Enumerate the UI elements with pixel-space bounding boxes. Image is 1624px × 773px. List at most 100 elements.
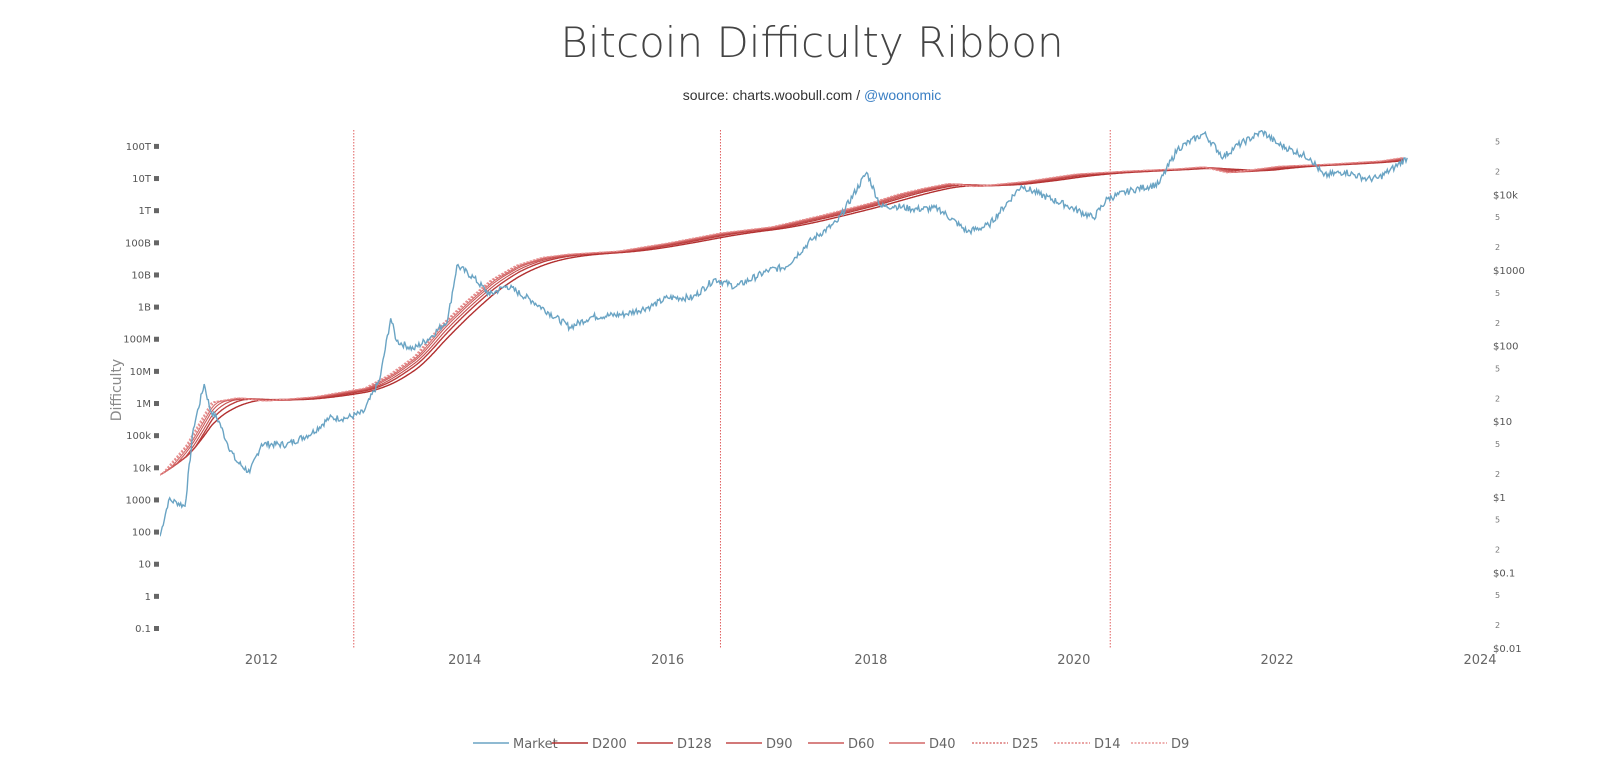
y-tick-label: 100k xyxy=(126,431,151,442)
y2-minor-tick-label: 5 xyxy=(1495,289,1500,298)
y2-minor-tick-label: 5 xyxy=(1495,516,1500,525)
halving-lines xyxy=(353,130,1111,648)
y2-minor-tick-label: 2 xyxy=(1495,621,1500,630)
y2-minor-tick-label: 5 xyxy=(1495,364,1500,373)
legend-label: D90 xyxy=(766,737,793,752)
y-tick-mark xyxy=(154,176,159,182)
y-tick-mark xyxy=(154,593,159,599)
twitter-handle-link[interactable]: @woonomic xyxy=(864,87,942,103)
y2-tick-label: $1000 xyxy=(1493,266,1525,277)
y2-minor-tick-label: 5 xyxy=(1495,138,1500,147)
ribbon-line-d200 xyxy=(160,159,1404,476)
legend-item-d128[interactable]: D128 xyxy=(637,737,712,752)
y-tick-label: 1000 xyxy=(126,495,151,506)
y2-tick-label: $100 xyxy=(1493,342,1518,353)
y-tick-mark xyxy=(154,336,159,342)
legend-item-d14[interactable]: D14 xyxy=(1054,737,1121,752)
y2-minor-tick-label: 2 xyxy=(1495,546,1500,555)
ribbon-lines xyxy=(160,156,1404,476)
y-tick-label: 100 xyxy=(132,528,151,539)
x-tick-label: 2018 xyxy=(854,653,887,668)
legend-item-d40[interactable]: D40 xyxy=(889,737,956,752)
y2-minor-tick-label: 2 xyxy=(1495,243,1500,252)
market-price-line xyxy=(160,130,1408,537)
legend-item-d25[interactable]: D25 xyxy=(972,737,1039,752)
market-line xyxy=(160,130,1408,537)
y-tick-mark xyxy=(154,433,159,439)
legend-label: D60 xyxy=(848,737,875,752)
legend-label: Market xyxy=(513,737,558,752)
ribbon-line-d14 xyxy=(160,156,1404,476)
y-tick-label: 10 xyxy=(138,560,151,571)
y2-minor-tick-label: 2 xyxy=(1495,470,1500,479)
legend-label: D200 xyxy=(592,737,627,752)
ribbon-line-d40 xyxy=(160,157,1404,476)
y-tick-mark xyxy=(154,143,159,149)
legend-label: D9 xyxy=(1171,737,1189,752)
y-tick-mark xyxy=(154,208,159,214)
y-tick-label: 0.1 xyxy=(135,624,151,635)
legend-label: D40 xyxy=(929,737,956,752)
x-tick-label: 2024 xyxy=(1463,653,1496,668)
y2-minor-tick-label: 5 xyxy=(1495,440,1500,449)
x-tick-label: 2014 xyxy=(448,653,481,668)
y-tick-mark xyxy=(154,272,159,278)
y-tick-label: 10B xyxy=(131,270,151,281)
y-tick-label: 10k xyxy=(132,463,151,474)
y-tick-mark xyxy=(154,304,159,310)
chart-subtitle: source: charts.woobull.com / @woonomic xyxy=(0,87,1624,103)
y-tick-mark xyxy=(154,626,159,631)
y-tick-label: 1T xyxy=(139,206,152,217)
y-tick-mark xyxy=(154,497,159,503)
y2-tick-label: $0.01 xyxy=(1493,644,1522,655)
x-tick-label: 2022 xyxy=(1261,653,1294,668)
y2-minor-tick-label: 5 xyxy=(1495,591,1500,600)
legend: Market D200 D128 D90 D60 D40 D25 D14 D9 xyxy=(473,737,1189,752)
legend-item-d90[interactable]: D90 xyxy=(726,737,793,752)
y-axis-label: Difficulty xyxy=(109,359,125,421)
x-tick-label: 2020 xyxy=(1057,653,1090,668)
ribbon-line-d60 xyxy=(160,157,1404,476)
legend-item-d200[interactable]: D200 xyxy=(552,737,627,752)
y-tick-mark xyxy=(154,561,159,567)
y2-minor-tick-label: 2 xyxy=(1495,168,1500,177)
y-tick-mark xyxy=(154,401,159,407)
y2-tick-label: $10k xyxy=(1493,190,1518,201)
ribbon-line-d128 xyxy=(160,159,1404,476)
legend-item-d60[interactable]: D60 xyxy=(808,737,875,752)
y-tick-label: 100B xyxy=(125,238,151,249)
right-y-axis: $10k $1000 $100 $10 $1 $0.1 $0.01 5 2 5 2 5 2 5 2 5 2 5 2 5… xyxy=(1493,138,1525,655)
y-tick-label: 1 xyxy=(145,592,151,603)
x-tick-label: 2012 xyxy=(245,653,278,668)
y-tick-mark xyxy=(154,240,159,246)
y2-tick-label: $0.1 xyxy=(1493,568,1515,579)
y2-minor-tick-label: 5 xyxy=(1495,213,1500,222)
y-tick-mark xyxy=(154,529,159,535)
ribbon-line-d25 xyxy=(160,157,1404,476)
y-tick-label: 10M xyxy=(130,367,151,378)
y-tick-label: 100M xyxy=(123,335,151,346)
legend-item-market[interactable]: Market xyxy=(473,737,558,752)
left-y-axis: 100T10T1T100B10B1B100M10M1M100k10k100010… xyxy=(123,142,159,635)
y2-tick-label: $1 xyxy=(1493,493,1506,504)
y-tick-label: 1M xyxy=(136,399,151,410)
legend-item-d9[interactable]: D9 xyxy=(1131,737,1189,752)
ribbon-line-d90 xyxy=(160,158,1404,476)
legend-label: D128 xyxy=(677,737,712,752)
y-tick-mark xyxy=(154,465,159,471)
y-tick-mark xyxy=(154,368,159,374)
legend-label: D14 xyxy=(1094,737,1121,752)
ribbon-line-d9 xyxy=(160,156,1404,476)
chart-title: Bitcoin Difficulty Ribbon xyxy=(560,18,1064,67)
source-text: source: charts.woobull.com / xyxy=(682,87,865,103)
y2-minor-tick-label: 2 xyxy=(1495,319,1500,328)
y2-minor-tick-label: 2 xyxy=(1495,394,1500,403)
y-tick-label: 1B xyxy=(138,303,151,314)
y-tick-label: 100T xyxy=(126,142,152,153)
y-tick-label: 10T xyxy=(132,174,152,185)
x-tick-label: 2016 xyxy=(651,653,684,668)
legend-label: D25 xyxy=(1012,737,1039,752)
x-axis: 2012 2014 2016 2018 2020 2022 2024 xyxy=(245,653,1497,668)
y2-tick-label: $10 xyxy=(1493,417,1512,428)
